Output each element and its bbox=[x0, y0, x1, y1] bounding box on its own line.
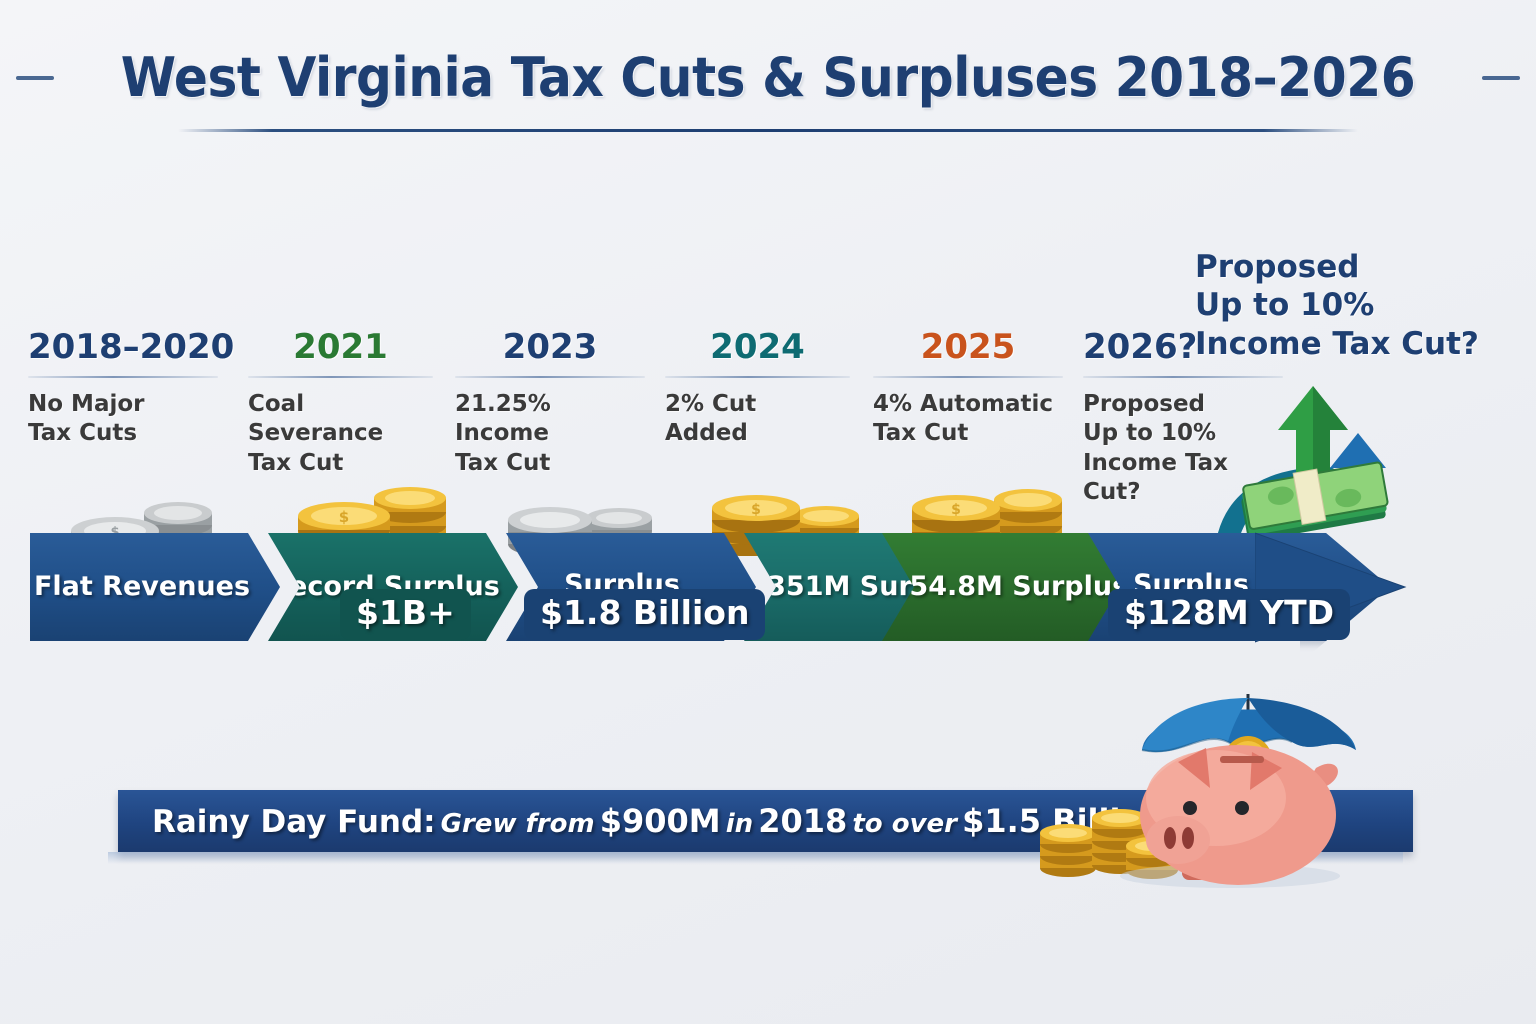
timeline-column-2018-2020[interactable]: 2018–2020 No Major Tax Cuts bbox=[28, 327, 235, 449]
banner-label: Rainy Day Fund: bbox=[152, 804, 436, 840]
band-label: Flat Revenues bbox=[33, 570, 251, 602]
callout-line-2: Up to 10% bbox=[1195, 287, 1375, 324]
banner-seg2: in bbox=[725, 809, 754, 839]
column-description: No Major Tax Cuts bbox=[28, 390, 218, 449]
title-dash-right bbox=[1481, 75, 1520, 80]
title-underline bbox=[178, 129, 1358, 132]
banner-year1: 2018 bbox=[758, 802, 848, 840]
desc-line-3: Income Tax Cut? bbox=[1083, 449, 1229, 505]
banner-seg1: Grew from bbox=[440, 809, 595, 839]
svg-text:$: $ bbox=[951, 502, 961, 518]
svg-text:$: $ bbox=[110, 525, 119, 540]
timeline-arrow-band: Flat Revenues Record Surplus $1B+ Surplu… bbox=[30, 533, 1390, 641]
title-dash-left bbox=[16, 75, 55, 80]
year-label: 2023 bbox=[502, 327, 598, 367]
year-label: 2024 bbox=[710, 327, 805, 367]
year-label: 2026? bbox=[1083, 327, 1198, 367]
desc-line-1: 4% Automatic bbox=[873, 390, 1054, 417]
year-label: 2025 bbox=[920, 327, 1016, 367]
column-description: Proposed Up to 10% Income Tax Cut? bbox=[1083, 390, 1283, 508]
money-growth-illustration bbox=[1218, 386, 1389, 548]
timeline-column-2021[interactable]: 2021 Coal Severance Tax Cut bbox=[248, 327, 433, 478]
callout-line-1: Proposed bbox=[1195, 249, 1360, 285]
piggy-bank-scene: $ bbox=[1040, 694, 1356, 888]
desc-line-1: Proposed bbox=[1083, 390, 1206, 417]
band-segment-flat-revenues[interactable]: Flat Revenues bbox=[30, 533, 280, 641]
page-title: West Virginia Tax Cuts & Surpluses 2018–… bbox=[120, 46, 1416, 109]
timeline-column-2023[interactable]: 2023 21.25% Income Tax Cut bbox=[455, 327, 645, 478]
proposed-tax-cut-callout: Proposed Up to 10% Income Tax Cut? bbox=[1195, 248, 1525, 363]
year-label: 2021 bbox=[293, 327, 388, 367]
column-divider bbox=[873, 375, 1063, 378]
band-value-badge-2026: $128M YTD bbox=[1108, 589, 1350, 640]
desc-line-1: No Major bbox=[28, 390, 145, 417]
timeline-column-2024[interactable]: 2024 2% Cut Added bbox=[665, 327, 850, 449]
desc-line-2: Tax Cut bbox=[455, 449, 551, 476]
banner-seg3: to over bbox=[852, 809, 957, 839]
timeline-columns: 2018–2020 No Major Tax Cuts 2021 Coal Se… bbox=[0, 327, 1420, 550]
column-description: 21.25% Income Tax Cut bbox=[455, 390, 645, 478]
column-description: 4% Automatic Tax Cut bbox=[873, 390, 1063, 449]
desc-line-2: Added bbox=[665, 420, 748, 447]
desc-line-2: Tax Cut bbox=[873, 420, 969, 447]
arrow-up-green-icon bbox=[1278, 386, 1348, 483]
band-label: $254.8M Surplus bbox=[871, 570, 1129, 602]
desc-line-2: Tax Cut bbox=[248, 449, 344, 476]
money-stack-icon bbox=[1241, 461, 1389, 542]
band-value-badge-2021: $1B+ bbox=[340, 589, 471, 640]
column-description: Coal Severance Tax Cut bbox=[248, 390, 433, 478]
desc-line-2: Tax Cuts bbox=[28, 420, 138, 447]
timeline-arrow-head bbox=[1255, 532, 1407, 643]
callout-line-3: Income Tax Cut? bbox=[1195, 325, 1479, 362]
column-divider bbox=[1083, 375, 1283, 378]
piggy-bank-icon bbox=[1120, 745, 1340, 888]
column-divider bbox=[28, 375, 218, 378]
banner-amount1: $900M bbox=[599, 802, 721, 840]
desc-line-1: Coal Severance bbox=[248, 390, 384, 447]
band-value-badge-2023: $1.8 Billion bbox=[524, 589, 766, 640]
column-divider bbox=[248, 375, 433, 378]
svg-text:$: $ bbox=[339, 508, 349, 526]
column-divider bbox=[665, 375, 850, 378]
timeline-column-2025[interactable]: 2025 4% Automatic Tax Cut bbox=[873, 327, 1063, 449]
title-block: West Virginia Tax Cuts & Surpluses 2018–… bbox=[0, 46, 1536, 132]
year-label: 2018–2020 bbox=[28, 327, 235, 367]
svg-text:$: $ bbox=[751, 502, 761, 518]
column-description: 2% Cut Added bbox=[665, 390, 850, 449]
desc-line-1: 2% Cut bbox=[665, 390, 757, 417]
desc-line-1: 21.25% Income bbox=[455, 390, 551, 447]
umbrella-icon bbox=[1141, 694, 1356, 753]
desc-line-2: Up to 10% bbox=[1083, 420, 1217, 447]
timeline-column-2026[interactable]: 2026? Proposed Up to 10% Income Tax Cut? bbox=[1083, 327, 1283, 508]
band-segment-254-8m-surplus[interactable]: $254.8M Surplus bbox=[882, 533, 1132, 641]
column-divider bbox=[455, 375, 645, 378]
